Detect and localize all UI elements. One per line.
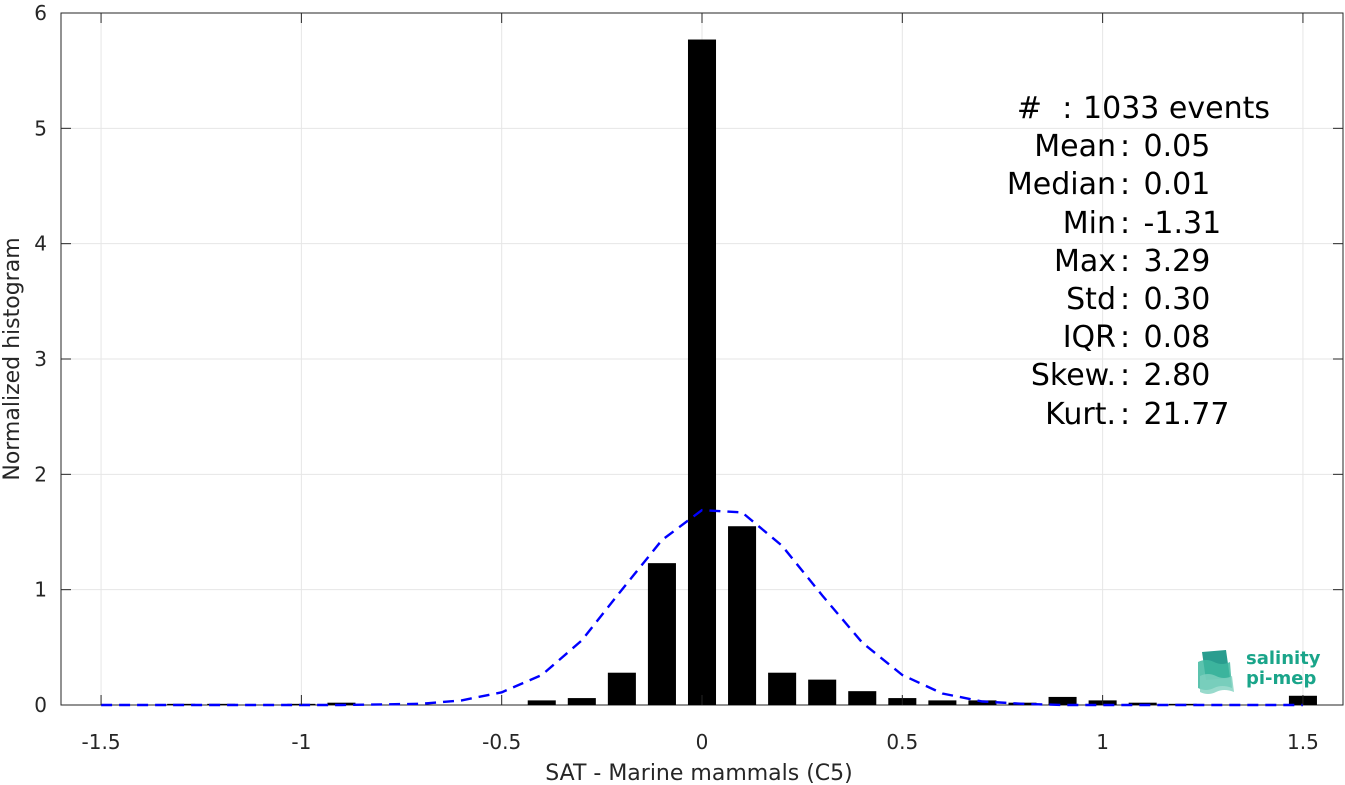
y-tick-label: 2 [34, 462, 47, 486]
stat-row: Kurt.: 21.77 [940, 396, 1270, 434]
stat-row: IQR: 0.08 [940, 319, 1270, 357]
stat-value: 0.05 [1134, 129, 1211, 165]
x-tick-label: 0 [696, 730, 709, 754]
histogram-bar [808, 679, 837, 705]
stat-label: Kurt. [1045, 396, 1116, 432]
stat-separator: : [1119, 129, 1131, 165]
stat-label: Median [1006, 167, 1116, 203]
stat-separator: : [1119, 396, 1131, 432]
stat-separator: : [1062, 91, 1073, 126]
histogram-bar [647, 563, 676, 705]
stat-label: Max [1053, 243, 1116, 279]
y-axis-label: Normalized histogram [0, 237, 25, 480]
x-tick-label: -0.5 [482, 730, 521, 754]
stat-label: Mean [1034, 129, 1116, 165]
y-tick-label: 4 [34, 232, 47, 256]
stat-label: Min [1062, 205, 1116, 241]
stat-value: -1.31 [1134, 205, 1222, 241]
stat-row: # : 1033 events [940, 90, 1270, 128]
histogram-bar [687, 39, 717, 705]
stat-separator: : [1119, 358, 1131, 394]
y-tick-labels: 0 1 2 3 4 5 6 [34, 1, 47, 717]
logo-line2: pi-mep [1246, 668, 1317, 689]
stat-value: 3.29 [1134, 243, 1211, 279]
stat-separator: : [1119, 281, 1131, 317]
salinity-pimep-logo: salinity pi-mep [1196, 648, 1321, 694]
stat-separator: : [1119, 167, 1131, 203]
stat-value: 1033 events [1073, 91, 1270, 126]
logo-line1: salinity [1246, 648, 1321, 669]
stat-value: 0.01 [1134, 167, 1211, 203]
stat-separator: : [1119, 320, 1131, 356]
histogram-bar [1048, 696, 1077, 705]
stat-separator: : [1119, 205, 1131, 241]
x-axis-label: SAT - Marine mammals (C5) [545, 761, 853, 785]
stat-label: Std [1066, 281, 1116, 317]
x-tick-label: 1.5 [1287, 730, 1319, 754]
histogram-bar [848, 691, 877, 705]
x-tick-labels: -1.5 -1 -0.5 0 0.5 1 1.5 [82, 730, 1319, 754]
stat-value: 0.30 [1134, 281, 1211, 317]
x-tick-label: -1 [291, 730, 311, 754]
stat-row: Max: 3.29 [940, 243, 1270, 281]
fit-curve [101, 508, 1303, 707]
stat-row: Std: 0.30 [940, 281, 1270, 319]
histogram-bar [768, 672, 797, 705]
histogram-bar [527, 700, 556, 705]
histogram-bar [928, 700, 957, 705]
y-tick-label: 6 [34, 1, 47, 25]
stat-row: Median: 0.01 [940, 166, 1270, 204]
y-tick-label: 3 [34, 347, 47, 371]
histogram-bar [607, 672, 636, 705]
waves-logo-icon [1198, 650, 1234, 694]
x-tick-label: 1 [1096, 730, 1109, 754]
statistics-box: # : 1033 events Mean: 0.05 Median: 0.01 Min… [940, 90, 1270, 434]
histogram-bar [207, 703, 236, 705]
stat-value: 21.77 [1134, 396, 1230, 432]
stat-label: IQR [1062, 320, 1116, 356]
stat-value: 0.08 [1134, 320, 1211, 356]
histogram-bar [567, 698, 596, 705]
stat-label: Skew. [1030, 358, 1116, 394]
x-tick-label: 0.5 [886, 730, 918, 754]
x-tick-label: -1.5 [82, 730, 121, 754]
stat-separator: : [1119, 243, 1131, 279]
stat-value: 2.80 [1134, 358, 1211, 394]
stat-row: Skew.: 2.80 [940, 357, 1270, 395]
axis-ticks [61, 12, 1343, 706]
stat-row: Min: -1.31 [940, 205, 1270, 243]
histogram-bar [728, 526, 757, 705]
y-tick-label: 1 [34, 578, 47, 602]
y-tick-label: 0 [34, 693, 47, 717]
stat-row: Mean: 0.05 [940, 128, 1270, 166]
y-tick-label: 5 [34, 116, 47, 140]
stat-label: # [1016, 91, 1062, 126]
